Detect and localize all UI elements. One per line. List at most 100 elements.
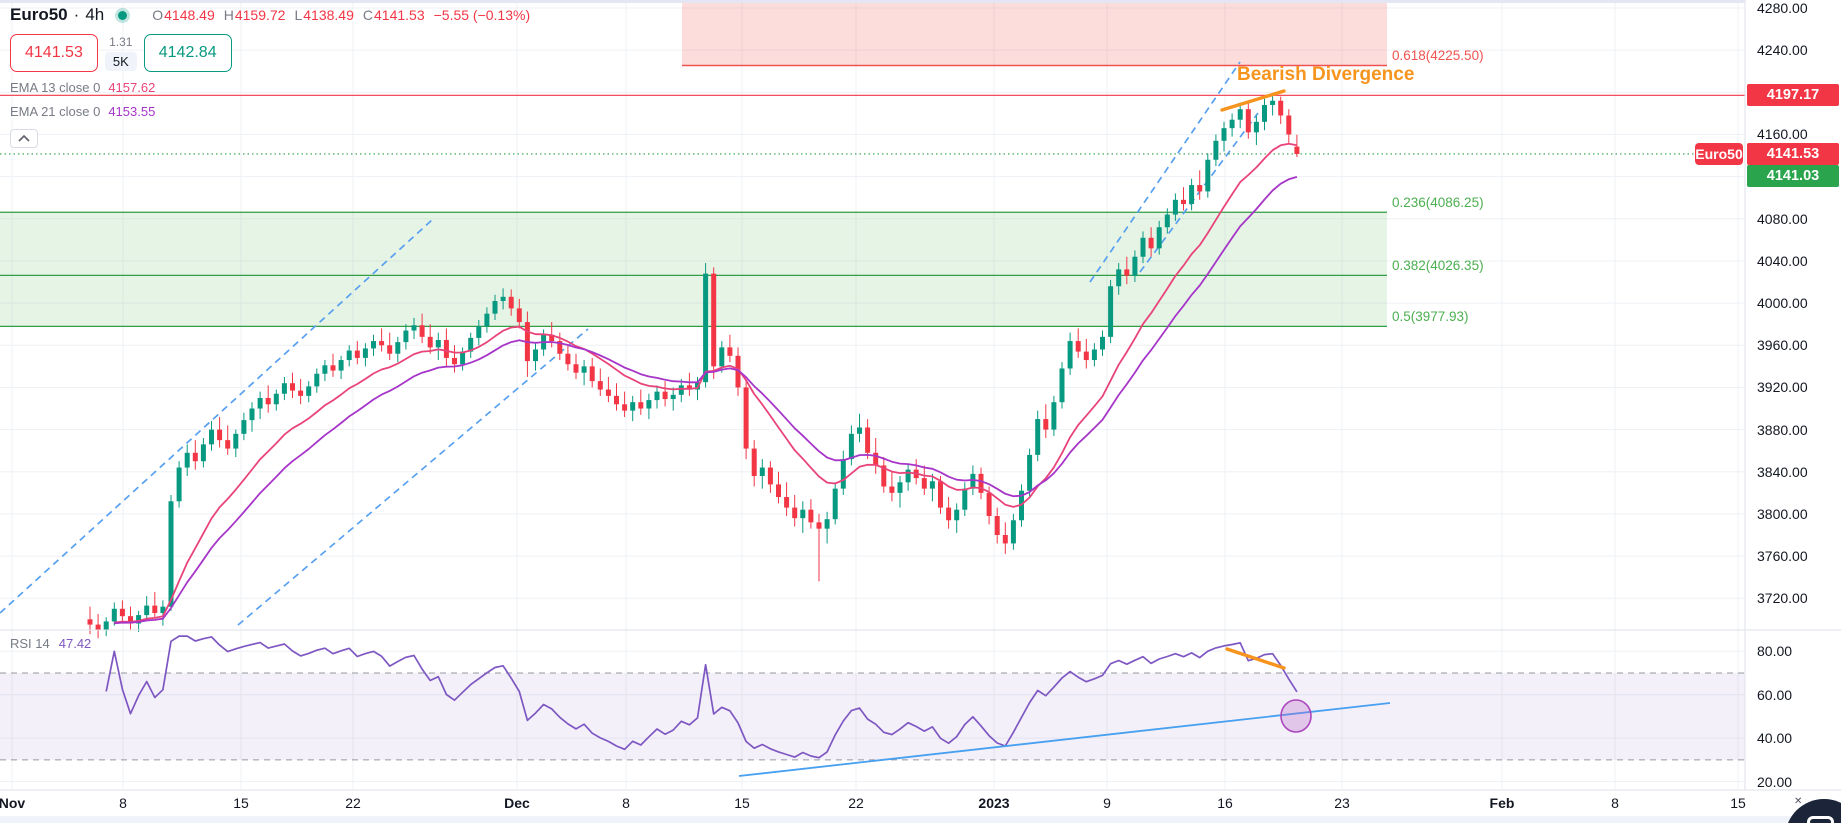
candle-body bbox=[1181, 199, 1186, 205]
candle-body bbox=[1270, 100, 1276, 105]
chevron-up-icon bbox=[18, 135, 30, 142]
close-value: 4141.53 bbox=[374, 7, 425, 23]
candle-body bbox=[362, 348, 368, 358]
candle-body bbox=[1116, 269, 1122, 287]
candle-body bbox=[257, 397, 263, 409]
candle-body bbox=[379, 341, 385, 346]
candle-body bbox=[897, 482, 903, 493]
time-tick-label: 8 bbox=[622, 795, 630, 811]
candle-body bbox=[1100, 336, 1105, 350]
collapse-legend-button[interactable] bbox=[10, 129, 38, 148]
candle-body bbox=[1262, 104, 1267, 122]
candle-body bbox=[1237, 109, 1243, 120]
candle-body bbox=[103, 621, 109, 630]
candle-body bbox=[597, 381, 603, 390]
price-badge-4197.17: 4197.17 bbox=[1747, 84, 1839, 107]
candle-body bbox=[832, 488, 838, 520]
candle-body bbox=[986, 492, 992, 517]
candle-body bbox=[290, 383, 295, 391]
ema13-label: EMA 13 close 0 bbox=[10, 80, 101, 95]
symbol-title-row[interactable]: Euro50 · 4h O 4148.49 H 4159.72 L 4138.49 C… bbox=[10, 4, 530, 26]
time-tick-label: 15 bbox=[734, 795, 750, 811]
candle-body bbox=[767, 467, 773, 485]
candle-body bbox=[1010, 520, 1016, 544]
candle-body bbox=[929, 481, 935, 489]
candle-body bbox=[1245, 109, 1251, 133]
candle-body bbox=[200, 444, 206, 462]
candle-body bbox=[128, 616, 133, 624]
ema13-legend-row[interactable]: EMA 13 close 0 4157.62 bbox=[10, 79, 530, 96]
candle-body bbox=[873, 452, 879, 466]
trendline-dashed[interactable] bbox=[1089, 61, 1241, 283]
candle-body bbox=[848, 433, 854, 460]
candle-body bbox=[614, 395, 619, 405]
candle-body bbox=[889, 486, 895, 493]
price-tick-label: 3920.00 bbox=[1757, 379, 1808, 396]
ema21-legend-row[interactable]: EMA 21 close 0 4153.55 bbox=[10, 103, 530, 120]
candle-body bbox=[1067, 341, 1073, 369]
candle-body bbox=[1197, 185, 1203, 192]
candle-body bbox=[686, 385, 692, 390]
close-label: C bbox=[362, 7, 373, 23]
candle-body bbox=[816, 522, 822, 529]
candle-body bbox=[338, 360, 344, 371]
candle-body bbox=[1043, 419, 1049, 430]
time-tick-label: 22 bbox=[848, 795, 864, 811]
candle-body bbox=[371, 341, 376, 349]
bearish-divergence-annotation[interactable]: Bearish Divergence bbox=[1237, 64, 1415, 85]
sell-button[interactable]: 4141.53 bbox=[10, 34, 98, 72]
price-tick-label: 3720.00 bbox=[1757, 590, 1808, 607]
symbol-name[interactable]: Euro50 bbox=[10, 5, 68, 24]
candle-body bbox=[119, 608, 125, 617]
candle-body bbox=[144, 605, 150, 616]
candle-body bbox=[1148, 237, 1154, 249]
divergence-price-line[interactable] bbox=[1220, 89, 1286, 112]
candle-body bbox=[1221, 128, 1227, 141]
trendline-dashed[interactable] bbox=[0, 219, 433, 614]
rsi-highlight-circle[interactable] bbox=[1280, 699, 1312, 733]
candle-body bbox=[565, 353, 571, 365]
divergence-rsi-line[interactable] bbox=[1225, 647, 1286, 670]
price-tick-label: 4240.00 bbox=[1757, 42, 1808, 59]
rsi-tick-label: 40.00 bbox=[1757, 730, 1793, 747]
fib-retracement-zone[interactable] bbox=[0, 212, 1387, 327]
volume-chip[interactable]: 5K bbox=[104, 52, 137, 71]
price-tick-label: 3760.00 bbox=[1757, 548, 1808, 565]
candle-body bbox=[557, 341, 563, 354]
candle-body bbox=[209, 429, 214, 445]
price-tick-label: 3840.00 bbox=[1757, 463, 1808, 480]
candle-body bbox=[938, 481, 943, 508]
candle-body bbox=[298, 390, 304, 396]
candle-body bbox=[646, 400, 652, 409]
candle-body bbox=[589, 366, 595, 382]
candle-body bbox=[168, 501, 174, 607]
ema21-line[interactable] bbox=[114, 176, 1298, 625]
trendline-dashed[interactable] bbox=[1139, 112, 1259, 273]
candle-body bbox=[1172, 199, 1178, 215]
candle-body bbox=[1294, 146, 1300, 154]
candle-body bbox=[743, 387, 749, 449]
candle-body bbox=[1059, 368, 1065, 403]
candle-body bbox=[605, 389, 611, 396]
close-chat-icon[interactable]: ✕ bbox=[1794, 796, 1803, 807]
candle-body bbox=[330, 365, 336, 371]
buy-button[interactable]: 4142.84 bbox=[143, 34, 232, 72]
low-label: L bbox=[294, 7, 303, 23]
trendline-dashed[interactable] bbox=[237, 328, 589, 626]
interval-label[interactable]: 4h bbox=[85, 5, 105, 24]
rsi-legend-row[interactable]: RSI 14 47.42 bbox=[10, 636, 91, 651]
candle-body bbox=[1035, 419, 1041, 455]
candle-body bbox=[1132, 256, 1138, 276]
candle-body bbox=[160, 606, 166, 613]
candle-body bbox=[241, 420, 247, 434]
rsi-band bbox=[0, 673, 1745, 760]
supply-zone[interactable] bbox=[682, 0, 1387, 66]
candle-body bbox=[1253, 121, 1259, 133]
spread-indicator: 1.31 5K bbox=[104, 34, 137, 71]
time-tick-label: Feb bbox=[1489, 795, 1515, 811]
rsi-line[interactable] bbox=[105, 635, 1298, 759]
candle-body bbox=[978, 473, 984, 493]
candle-body bbox=[387, 345, 393, 354]
